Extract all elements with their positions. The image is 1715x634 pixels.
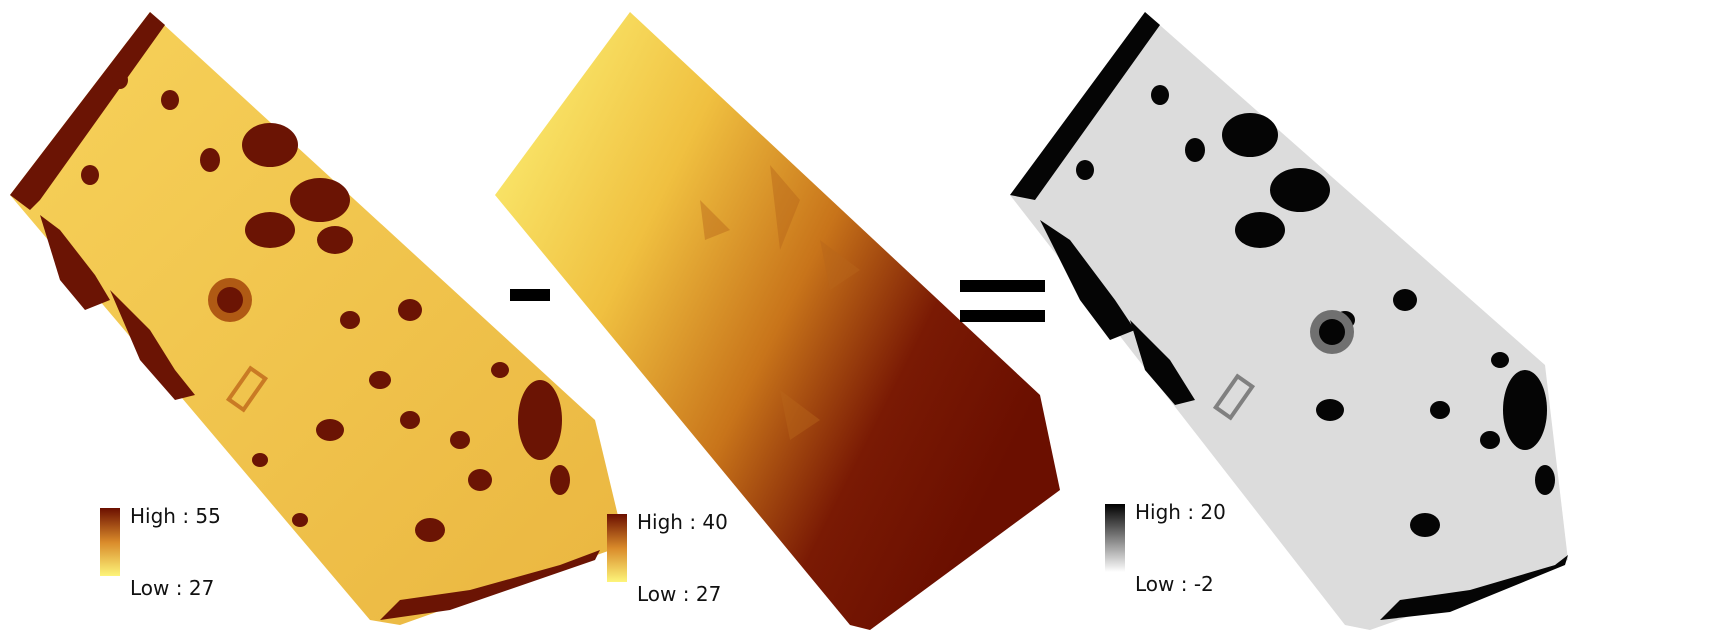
legend-high-label: High : 55 (130, 504, 221, 528)
legend-low-label: Low : 27 (130, 576, 215, 600)
legend-color-ramp (1105, 504, 1125, 572)
legend-low-label: Low : -2 (1135, 572, 1214, 596)
legend-color-ramp (607, 514, 627, 582)
minus-operator (510, 289, 550, 301)
equals-operator-bottom (960, 310, 1045, 322)
dtm-raster (495, 12, 1060, 630)
legend-high-label: High : 40 (637, 510, 728, 534)
equals-operator-top (960, 280, 1045, 292)
legend-high-label: High : 20 (1135, 500, 1226, 524)
dsm-raster (10, 12, 625, 625)
legend-low-label: Low : 27 (637, 582, 722, 606)
legend-color-ramp (100, 508, 120, 576)
chm-raster (1010, 12, 1568, 630)
